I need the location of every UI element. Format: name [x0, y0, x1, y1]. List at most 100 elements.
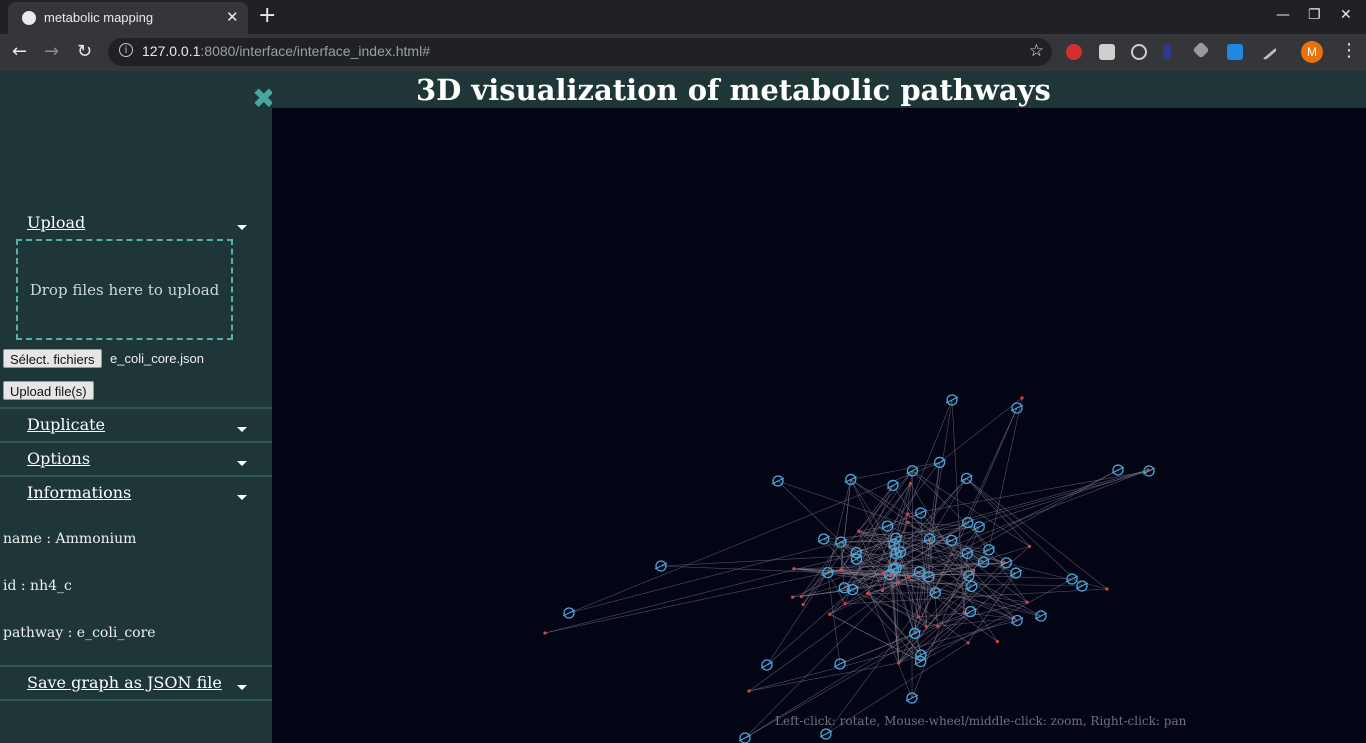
- informations-toggle[interactable]: Informations: [27, 483, 132, 502]
- graph-edge: [744, 633, 915, 739]
- pen-icon[interactable]: [1163, 44, 1171, 60]
- save-json-toggle[interactable]: Save graph as JSON file: [27, 673, 222, 692]
- graph-edge: [850, 479, 897, 554]
- tab-title: metabolic mapping: [44, 10, 154, 25]
- reaction-node: [946, 394, 958, 406]
- graph-edge: [967, 553, 1108, 590]
- graph-edge: [966, 478, 1083, 587]
- reaction-node-mark: [922, 573, 936, 581]
- url-text[interactable]: 127.0.0.1:8080/interface/interface_index…: [142, 43, 430, 59]
- graph-edge: [858, 530, 984, 563]
- chevron-down-icon[interactable]: [237, 225, 247, 230]
- graph-edge: [850, 462, 940, 480]
- s-icon[interactable]: [1227, 44, 1243, 60]
- graph-edge: [898, 611, 971, 664]
- chevron-down-icon[interactable]: [237, 685, 247, 690]
- metabolite-node: [543, 631, 547, 635]
- tab-close-icon[interactable]: ✕: [226, 8, 239, 26]
- graph-edge: [898, 546, 1030, 664]
- restore-icon[interactable]: ❐: [1308, 7, 1321, 23]
- minimize-icon[interactable]: —: [1276, 7, 1290, 23]
- metabolite-node: [1105, 587, 1109, 591]
- reaction-node-mark: [908, 629, 921, 637]
- upload-files-button[interactable]: Upload file(s): [3, 381, 94, 400]
- graph-edge: [887, 525, 1016, 574]
- reaction-node-mark: [887, 565, 900, 573]
- graph-edge: [966, 478, 1030, 547]
- duplicate-toggle[interactable]: Duplicate: [27, 415, 106, 434]
- avatar[interactable]: M: [1301, 41, 1323, 63]
- graph-edge: [858, 530, 989, 551]
- reaction-node: [945, 534, 958, 547]
- network-graph[interactable]: [272, 108, 1366, 743]
- reaction-node-mark: [1034, 612, 1048, 620]
- headset-icon[interactable]: [1131, 44, 1147, 60]
- graph-edge: [827, 469, 1149, 573]
- reaction-node-mark: [846, 586, 859, 594]
- reaction-node-mark: [914, 657, 927, 665]
- info-icon[interactable]: i: [119, 43, 133, 57]
- reaction-node-mark: [977, 558, 990, 566]
- document-icon[interactable]: [1099, 44, 1115, 60]
- graph-edge: [914, 571, 920, 634]
- reaction-node-mark: [850, 555, 863, 563]
- globe-icon: [22, 11, 36, 25]
- info-name: name : Ammonium: [3, 531, 137, 547]
- metabolite-node: [1025, 600, 1029, 604]
- select-files-button[interactable]: Sélect. fichiers: [3, 349, 102, 368]
- window-close-icon[interactable]: ✕: [1340, 7, 1352, 23]
- graph-edge: [926, 586, 972, 627]
- graph-edge: [898, 470, 913, 583]
- chevron-down-icon[interactable]: [237, 495, 247, 500]
- reload-icon[interactable]: ↻: [77, 41, 93, 62]
- graph-edge: [829, 571, 920, 615]
- metabolite-node: [897, 581, 901, 585]
- metabolite-node: [792, 567, 796, 571]
- graph-edge: [802, 485, 894, 605]
- reaction-node: [1010, 567, 1022, 579]
- metabolite-node: [924, 625, 928, 629]
- upload-toggle[interactable]: Upload: [27, 213, 86, 232]
- metabolite-node: [906, 512, 910, 516]
- reaction-node: [772, 475, 784, 487]
- metabolite-node: [1027, 544, 1032, 548]
- sidebar: ✖ Upload Drop files here to upload Sélec…: [0, 71, 276, 743]
- reaction-node: [983, 544, 995, 556]
- divider: [0, 475, 272, 477]
- graph-edge: [840, 470, 913, 570]
- reaction-node: [820, 728, 832, 740]
- reaction-node-mark: [1009, 569, 1023, 577]
- browser-tab[interactable]: metabolic mapping ✕: [8, 2, 248, 34]
- reaction-node-mark: [913, 568, 926, 576]
- reaction-node: [906, 692, 918, 704]
- graph-edge: [840, 512, 921, 543]
- reaction-node-mark: [962, 572, 976, 580]
- metabolite-node: [865, 591, 870, 596]
- reaction-node: [914, 655, 927, 668]
- chevron-down-icon[interactable]: [237, 427, 247, 432]
- graph-canvas[interactable]: Left-click: rotate, Mouse-wheel/middle-c…: [272, 108, 1366, 743]
- new-tab-icon[interactable]: +: [258, 3, 277, 28]
- reaction-node-mark: [1010, 617, 1024, 625]
- browser-tab-bar: metabolic mapping ✕ + — ❐ ✕: [0, 0, 1366, 34]
- chevron-down-icon[interactable]: [237, 461, 247, 466]
- kebab-menu-icon[interactable]: ⋮: [1340, 40, 1358, 61]
- info-id: id : nh4_c: [3, 578, 72, 594]
- adblock-plus-icon[interactable]: [1066, 44, 1082, 60]
- selected-file-name: e_coli_core.json: [110, 351, 204, 366]
- graph-edge: [895, 478, 967, 554]
- forward-icon[interactable]: →: [44, 41, 60, 62]
- address-bar[interactable]: i 127.0.0.1:8080/interface/interface_ind…: [108, 38, 1052, 66]
- reaction-node-mark: [1000, 559, 1013, 567]
- graph-edge: [951, 399, 965, 614]
- options-toggle[interactable]: Options: [27, 449, 91, 468]
- close-sidebar-icon[interactable]: ✖: [252, 82, 276, 115]
- bookmark-star-icon[interactable]: ☆: [1028, 41, 1044, 61]
- graph-edge: [825, 526, 980, 735]
- reaction-node: [909, 627, 921, 639]
- graph-edge: [856, 483, 911, 553]
- reaction-node-mark: [1010, 404, 1024, 412]
- file-dropzone[interactable]: Drop files here to upload: [16, 239, 233, 340]
- back-icon[interactable]: ←: [12, 41, 28, 62]
- reaction-node: [1076, 580, 1088, 592]
